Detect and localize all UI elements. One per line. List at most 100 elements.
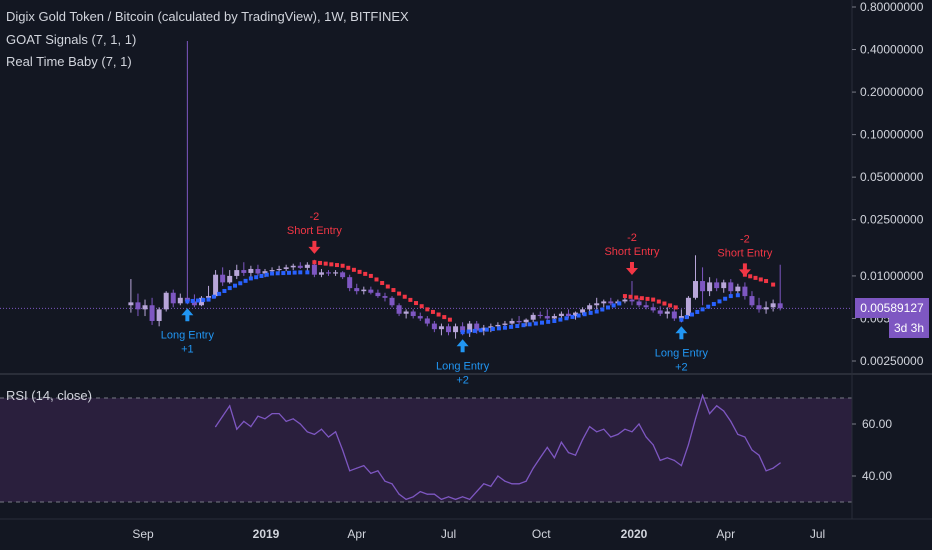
candle-body xyxy=(601,301,607,304)
long-trail-dot xyxy=(286,270,291,275)
axes: 0.80000000 0.40000000 0.20000000 0.10000000… xyxy=(132,0,923,541)
rsi-point xyxy=(567,452,570,454)
candle-body xyxy=(283,267,289,269)
candle-body xyxy=(657,310,663,314)
candle-body xyxy=(290,265,296,268)
rsi-point xyxy=(271,413,273,415)
short-trail-dot xyxy=(363,271,368,276)
candle-body xyxy=(431,323,437,330)
candle-body xyxy=(347,277,353,289)
candle-body xyxy=(361,289,367,292)
rsi-point xyxy=(701,394,704,396)
short-trail-dot xyxy=(323,261,328,266)
rsi-point xyxy=(624,428,626,430)
rsi-point xyxy=(264,418,266,420)
long-entry-count: +2 xyxy=(456,374,469,386)
price-tick-label: 0.02500000 xyxy=(860,213,924,227)
long-trail-dot xyxy=(460,330,465,335)
short-trail-dot xyxy=(374,277,379,282)
candle-body xyxy=(530,314,536,320)
short-trail-dot xyxy=(346,265,351,270)
rsi-point xyxy=(779,462,781,464)
short-trail-dot xyxy=(380,280,385,285)
rsi-point xyxy=(560,441,563,443)
candle-body xyxy=(142,305,148,310)
long-trail-dot xyxy=(206,297,211,302)
indicator-real-time-baby[interactable]: Real Time Baby (7, 1) xyxy=(6,54,132,69)
long-trail-dot xyxy=(617,301,622,306)
rsi-point xyxy=(447,496,450,498)
grid xyxy=(0,0,932,520)
long-trail-dot xyxy=(484,327,489,332)
time-tick-label: Apr xyxy=(347,527,366,541)
long-trail-dot xyxy=(711,302,716,307)
long-trail-dot xyxy=(472,328,477,333)
rsi-point xyxy=(574,454,577,456)
candle-body xyxy=(177,297,183,304)
rsi-point xyxy=(553,457,555,459)
rsi-point xyxy=(342,449,344,451)
short-trail-dot xyxy=(340,263,345,268)
rsi-label[interactable]: RSI (14, close) xyxy=(6,388,92,403)
long-trail-dot xyxy=(238,281,243,286)
chart-title: Digix Gold Token / Bitcoin (calculated b… xyxy=(6,9,409,24)
candle-body xyxy=(311,264,317,275)
candle-body xyxy=(481,327,487,331)
short-entry-count: -2 xyxy=(740,233,750,245)
long-trail-dot xyxy=(190,298,195,303)
long-trail-dot xyxy=(292,270,297,275)
short-trail-dot xyxy=(368,273,373,278)
indicator-goat-signals[interactable]: GOAT Signals (7, 1, 1) xyxy=(6,32,137,47)
long-entry-arrow xyxy=(181,308,194,322)
candle-body xyxy=(594,303,600,306)
candle-body xyxy=(551,316,557,319)
candle-body xyxy=(135,302,141,310)
rsi-point xyxy=(730,420,732,422)
rsi-point xyxy=(694,418,697,420)
short-entry-arrow xyxy=(738,263,751,277)
candle-body xyxy=(304,264,310,268)
short-trail-dot xyxy=(656,299,661,304)
rsi-band-fill xyxy=(0,398,852,502)
candle-body xyxy=(495,324,501,327)
candle-body xyxy=(636,301,642,306)
short-trail-dot xyxy=(397,291,402,296)
rsi-point xyxy=(454,498,457,500)
price-tick-label: 0.01000000 xyxy=(860,269,924,283)
last-price-tag: 0.00589127 xyxy=(855,298,929,318)
candle-body xyxy=(424,318,430,324)
rsi-point xyxy=(349,470,351,472)
rsi-point xyxy=(292,418,294,420)
rsi-point xyxy=(236,428,238,430)
long-trail-dot xyxy=(540,320,545,325)
rsi-series xyxy=(214,393,781,501)
short-trail-dot xyxy=(764,279,769,284)
long-trail-dot xyxy=(728,294,733,299)
candle-body xyxy=(714,282,720,289)
candle-body xyxy=(728,282,734,292)
short-trail-dot xyxy=(753,275,758,280)
short-trail-dot xyxy=(442,315,447,320)
short-trail-dot xyxy=(329,262,334,267)
candle-body xyxy=(389,297,395,306)
long-trail-dot xyxy=(275,271,280,276)
long-entry-count: +1 xyxy=(181,343,194,355)
long-trail-dot xyxy=(509,324,514,329)
short-trail-dot xyxy=(645,296,650,301)
short-trail-dot xyxy=(634,295,639,300)
long-trail-dot xyxy=(706,304,711,309)
long-trail-dot xyxy=(185,299,190,304)
short-trail-dot xyxy=(662,301,667,306)
candle-body xyxy=(354,288,360,292)
bar-countdown-tag: 3d 3h xyxy=(889,318,929,338)
rsi-point xyxy=(772,467,774,469)
long-entry-label: Long Entry xyxy=(655,347,709,359)
rsi-point xyxy=(299,423,301,425)
time-tick-label: Oct xyxy=(532,527,551,541)
rsi-point xyxy=(638,423,640,425)
long-trail-dot xyxy=(243,278,248,283)
candle-body xyxy=(643,305,649,308)
long-trail-dot xyxy=(735,293,740,298)
long-trail-dot xyxy=(305,270,310,275)
